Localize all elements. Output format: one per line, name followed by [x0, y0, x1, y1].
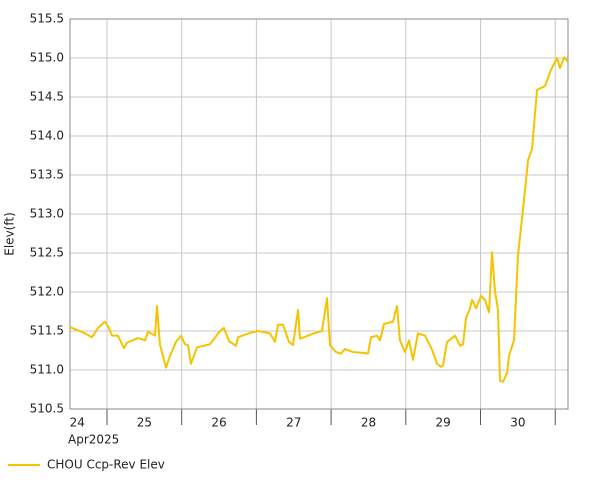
x-tick-label: 25 — [137, 416, 152, 430]
y-tick-label: 514.0 — [30, 129, 64, 143]
data-line — [69, 56, 569, 383]
y-tick-label: 515.0 — [30, 51, 64, 65]
y-tick-label: 511.5 — [30, 324, 64, 338]
y-tick-label: 510.5 — [30, 402, 64, 416]
x-tick-label: 24 — [70, 416, 85, 430]
x-tick-label: 26 — [211, 416, 226, 430]
x-tick-label: 28 — [361, 416, 376, 430]
y-tick-label: 514.5 — [30, 90, 64, 104]
y-axis-label: Elev(ft) — [3, 212, 17, 255]
x-sublabel: Apr2025 — [68, 433, 119, 447]
y-tick-label: 512.0 — [30, 285, 64, 299]
y-tick-label: 512.5 — [30, 246, 64, 260]
plot-border — [69, 18, 569, 410]
y-tick-label: 513.5 — [30, 168, 64, 182]
legend-label: CHOU Ccp-Rev Elev — [47, 458, 165, 472]
x-tick-label: 30 — [510, 416, 525, 430]
y-tick-label: 511.0 — [30, 363, 64, 377]
x-tick-label: 27 — [286, 416, 301, 430]
y-tick-label: 515.5 — [30, 12, 64, 26]
y-tick-label: 513.0 — [30, 207, 64, 221]
x-tick-label: 29 — [436, 416, 451, 430]
